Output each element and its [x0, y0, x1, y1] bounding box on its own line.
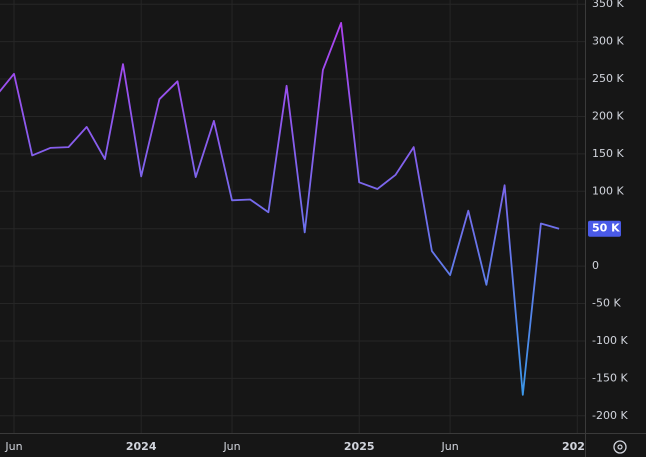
y-tick-label: 200 K: [592, 109, 624, 122]
settings-bg[interactable]: [606, 437, 634, 457]
y-tick-label: 350 K: [592, 0, 624, 10]
x-tick-label: 2024: [126, 440, 157, 453]
x-tick-label: Jun: [222, 440, 240, 453]
y-tick-label: -100 K: [592, 334, 628, 347]
line-series: [0, 22, 560, 396]
y-tick-label: -150 K: [592, 371, 628, 384]
y-tick-label: 300 K: [592, 35, 624, 48]
gear-center[interactable]: [617, 444, 623, 450]
y-tick-label: 100 K: [592, 184, 624, 197]
y-tick-label: 150 K: [592, 147, 624, 160]
x-tick-label: Jun: [4, 440, 22, 453]
y-tick-label: -200 K: [592, 409, 628, 422]
last-value-label: 50 K: [592, 222, 620, 235]
x-tick-label: Jun: [440, 440, 458, 453]
gear-icon[interactable]: [613, 440, 627, 454]
y-tick-label: 0: [592, 259, 599, 272]
y-tick-label: 250 K: [592, 72, 624, 85]
settings-button[interactable]: [606, 437, 634, 457]
last-value-badge: [588, 220, 621, 237]
x-tick-label: 2025: [344, 440, 375, 453]
y-tick-label: -50 K: [592, 297, 621, 310]
